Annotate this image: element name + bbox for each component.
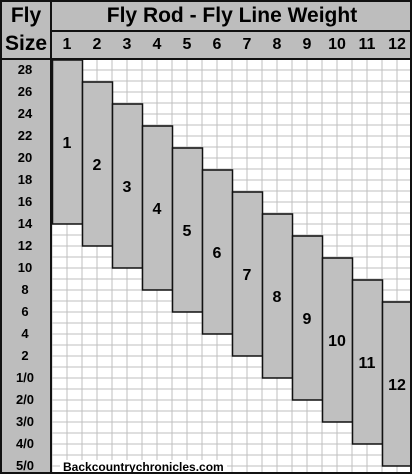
y-axis-title: Fly Size <box>2 2 52 60</box>
x-tick-label: 2 <box>92 36 102 53</box>
range-bar-6 <box>201 169 234 335</box>
x-tick-label: 5 <box>182 36 192 53</box>
range-bar-7 <box>231 191 264 357</box>
y-axis: 28 26 24 22 20 18 16 14 12 10 8 6 4 2 1/0 2/0 3/0 4/0 5/0 <box>2 60 52 473</box>
bar-label-5: 5 <box>183 223 192 240</box>
y-tick-label: 4 <box>21 326 29 341</box>
range-bar-4 <box>141 125 174 291</box>
bar-label-2: 2 <box>93 157 102 174</box>
y-tick-label: 24 <box>17 106 33 121</box>
range-bar-1 <box>52 60 84 225</box>
y-tick-label: 18 <box>17 172 33 187</box>
y-tick-label: 3/0 <box>15 414 35 429</box>
y-tick-label: 1/0 <box>15 370 35 385</box>
y-tick-label: 10 <box>17 260 33 275</box>
y-tick-label: 2/0 <box>15 392 35 407</box>
y-axis-title-line1: Fly <box>10 4 42 27</box>
bar-label-3: 3 <box>123 179 132 196</box>
bar-label-10: 10 <box>328 333 346 350</box>
x-axis-header: 1 2 3 4 5 6 7 8 9 10 11 12 <box>52 32 410 60</box>
y-tick-label: 12 <box>17 238 33 253</box>
range-bar-12 <box>381 301 410 467</box>
x-tick-label: 1 <box>62 36 72 53</box>
y-axis-title-line2: Size <box>4 32 48 55</box>
range-bar-2 <box>81 81 114 247</box>
x-tick-label: 12 <box>388 36 406 53</box>
y-tick-label: 6 <box>21 304 29 319</box>
footer-credit: Backcountrychronicles.com <box>60 460 227 472</box>
x-tick-label: 9 <box>302 36 312 53</box>
chart-title: Fly Rod - Fly Line Weight <box>52 2 410 32</box>
x-tick-label: 8 <box>272 36 282 53</box>
y-tick-label: 2 <box>21 348 29 363</box>
y-tick-label: 16 <box>17 194 33 209</box>
x-tick-label: 4 <box>152 36 162 53</box>
bar-label-7: 7 <box>243 267 252 284</box>
y-tick-label: 20 <box>17 150 33 165</box>
bar-label-11: 11 <box>359 355 376 372</box>
bar-label-9: 9 <box>303 311 312 328</box>
range-bar-9 <box>291 235 324 401</box>
x-tick-label: 3 <box>122 36 132 53</box>
x-tick-label: 7 <box>242 36 252 53</box>
y-tick-label: 28 <box>17 62 33 77</box>
bar-label-4: 4 <box>153 201 162 218</box>
range-bar-3 <box>111 103 144 269</box>
y-tick-label: 8 <box>21 282 29 297</box>
x-tick-label: 10 <box>328 36 346 53</box>
range-bar-5 <box>171 147 204 313</box>
y-tick-label: 26 <box>17 84 33 99</box>
range-bar-10 <box>321 257 354 423</box>
bar-label-1: 1 <box>63 135 72 152</box>
x-tick-label: 11 <box>358 36 376 53</box>
y-tick-label: 5/0 <box>15 458 35 473</box>
bar-label-8: 8 <box>273 289 282 306</box>
x-tick-label: 6 <box>212 36 222 53</box>
bar-label-6: 6 <box>213 245 222 262</box>
plot-area: 1 2 3 4 5 6 7 8 9 10 11 12 <box>52 60 410 472</box>
bar-label-12: 12 <box>388 377 406 394</box>
y-tick-label: 4/0 <box>15 436 35 451</box>
range-bar-11 <box>351 279 384 445</box>
y-tick-label: 22 <box>17 128 33 143</box>
y-tick-label: 14 <box>17 216 33 231</box>
